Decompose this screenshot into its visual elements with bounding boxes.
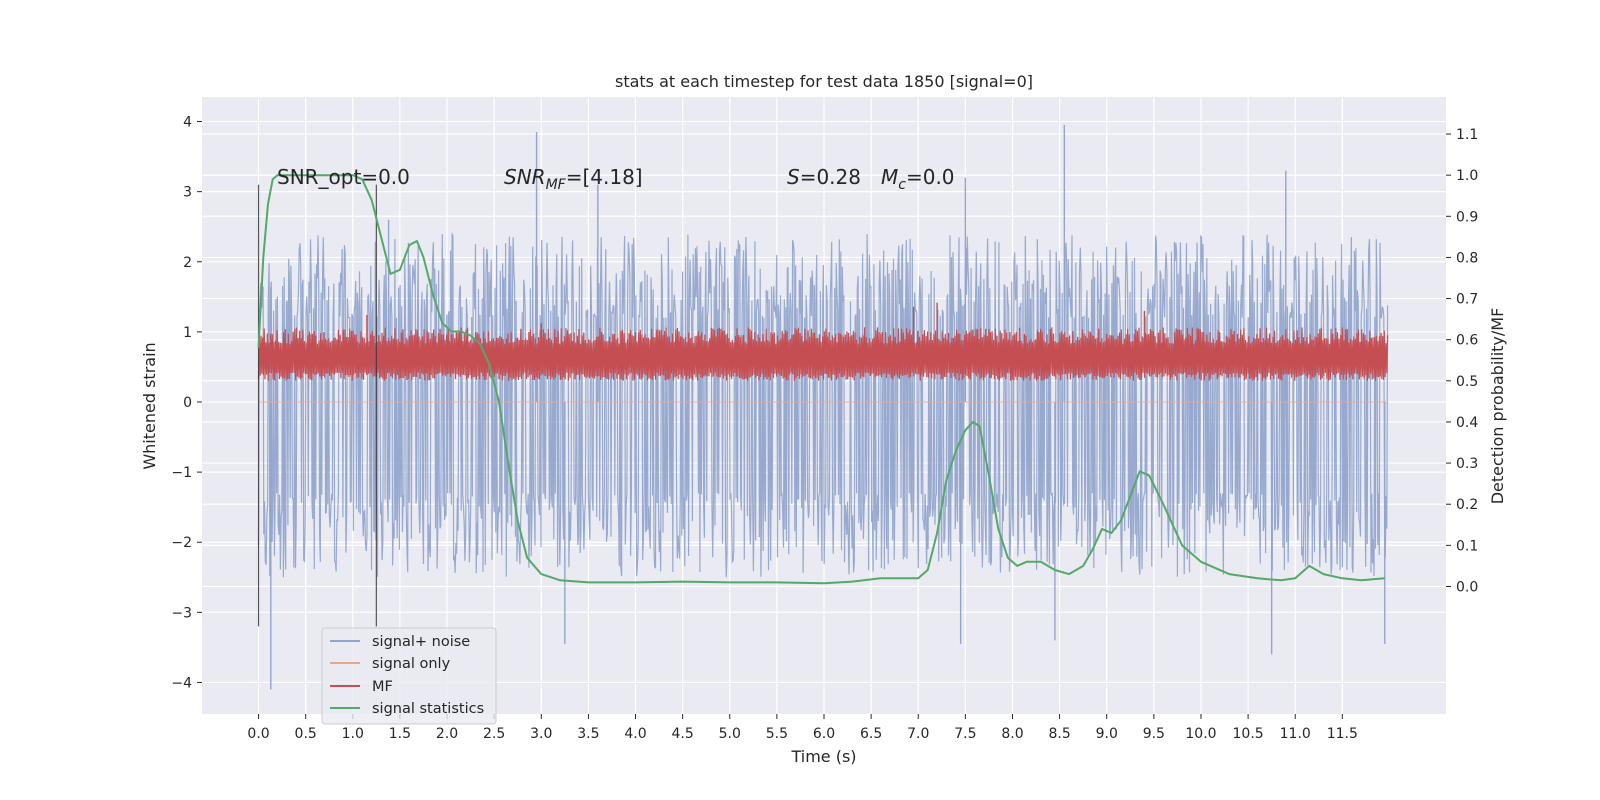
x-tick-label: 3.0 (530, 726, 552, 742)
y-tick-label: 4 (183, 115, 192, 131)
x-tick-label: 11.0 (1280, 726, 1311, 742)
x-tick-label: 11.5 (1327, 726, 1358, 742)
y-right-tick-label: 0.9 (1456, 209, 1478, 225)
y-right-tick-label: 0.2 (1456, 497, 1478, 513)
s-annotation: S=0.28 (787, 165, 861, 189)
axis-ticks: 0.0 0.5 1.0 1.5 2.0 2.5 3.0 3.5 4.0 4.5 5.0 5.5 6.0 6… (171, 115, 1478, 742)
x-tick-label: 4.0 (624, 726, 646, 742)
snr-mf-symbol: SNR (504, 165, 546, 189)
x-tick-label: 4.5 (672, 726, 694, 742)
y-tick-label: 3 (183, 185, 192, 201)
series-layer (257, 125, 1389, 690)
x-tick-label: 8.0 (1001, 726, 1023, 742)
x-tick-label: 3.5 (577, 726, 599, 742)
y-right-tick-label: 0.8 (1456, 250, 1478, 266)
legend-label-signal-noise: signal+ noise (372, 634, 470, 650)
x-tick-label: 5.5 (766, 726, 788, 742)
legend-label-signal-statistics: signal statistics (372, 701, 484, 717)
mc-value: =0.0 (906, 165, 955, 189)
y-tick-label: −2 (171, 535, 192, 551)
y-axis-right-label: Detection probability/MF (1488, 308, 1507, 505)
legend: signal+ noise signal only MF signal stat… (321, 627, 497, 725)
x-tick-label: 10.5 (1233, 726, 1264, 742)
x-tick-label: 0.0 (247, 726, 269, 742)
y-right-tick-label: 0.5 (1456, 374, 1478, 390)
snr-mf-subscript: MF (546, 177, 567, 193)
x-tick-label: 10.0 (1185, 726, 1216, 742)
legend-label-signal-only: signal only (372, 656, 451, 672)
y-right-tick-label: 0.7 (1456, 292, 1478, 308)
x-tick-label: 5.0 (719, 726, 741, 742)
s-symbol: S (787, 165, 800, 189)
x-tick-label: 9.5 (1143, 726, 1165, 742)
chart-title: stats at each timestep for test data 185… (615, 72, 1033, 91)
y-right-tick-label: 1.0 (1456, 168, 1478, 184)
y-right-tick-label: 0.0 (1456, 579, 1478, 595)
s-value: =0.28 (800, 165, 861, 189)
y-tick-label: −1 (171, 465, 192, 481)
x-tick-label: 7.0 (907, 726, 929, 742)
y-tick-label: −3 (171, 605, 192, 621)
snr-mf-value: =[4.18] (566, 165, 643, 189)
x-tick-label: 1.0 (342, 726, 364, 742)
mc-subscript: c (898, 177, 906, 193)
y-right-tick-label: 1.1 (1456, 127, 1478, 143)
x-tick-label: 6.0 (813, 726, 835, 742)
snr-mf-annotation: SNRMF=[4.18] (504, 165, 643, 193)
y-tick-label: 2 (183, 255, 192, 271)
x-tick-label: 2.0 (436, 726, 458, 742)
legend-box (321, 627, 497, 725)
y-right-tick-label: 0.4 (1456, 415, 1478, 431)
x-tick-label: 1.5 (389, 726, 411, 742)
x-axis-label: Time (s) (790, 747, 856, 766)
y-right-tick-label: 0.6 (1456, 333, 1478, 349)
mc-symbol: M (881, 165, 898, 189)
y-tick-label: −4 (171, 675, 192, 691)
x-tick-label: 6.5 (860, 726, 882, 742)
x-tick-label: 9.0 (1096, 726, 1118, 742)
x-tick-label: 8.5 (1048, 726, 1070, 742)
legend-label-mf: MF (372, 679, 393, 695)
x-tick-label: 0.5 (295, 726, 317, 742)
x-tick-label: 7.5 (954, 726, 976, 742)
x-tick-label: 2.5 (483, 726, 505, 742)
y-right-tick-label: 0.1 (1456, 538, 1478, 554)
y-axis-label: Whitened strain (140, 342, 159, 469)
series-line-mf (257, 327, 1389, 381)
y-tick-label: 0 (183, 395, 192, 411)
snr-opt-annotation: SNR_opt=0.0 (277, 165, 410, 189)
series-line-signal-statistics (257, 174, 1385, 585)
mc-annotation: Mc=0.0 (881, 165, 955, 193)
y-right-tick-label: 0.3 (1456, 456, 1478, 472)
y-tick-label: 1 (183, 325, 192, 341)
